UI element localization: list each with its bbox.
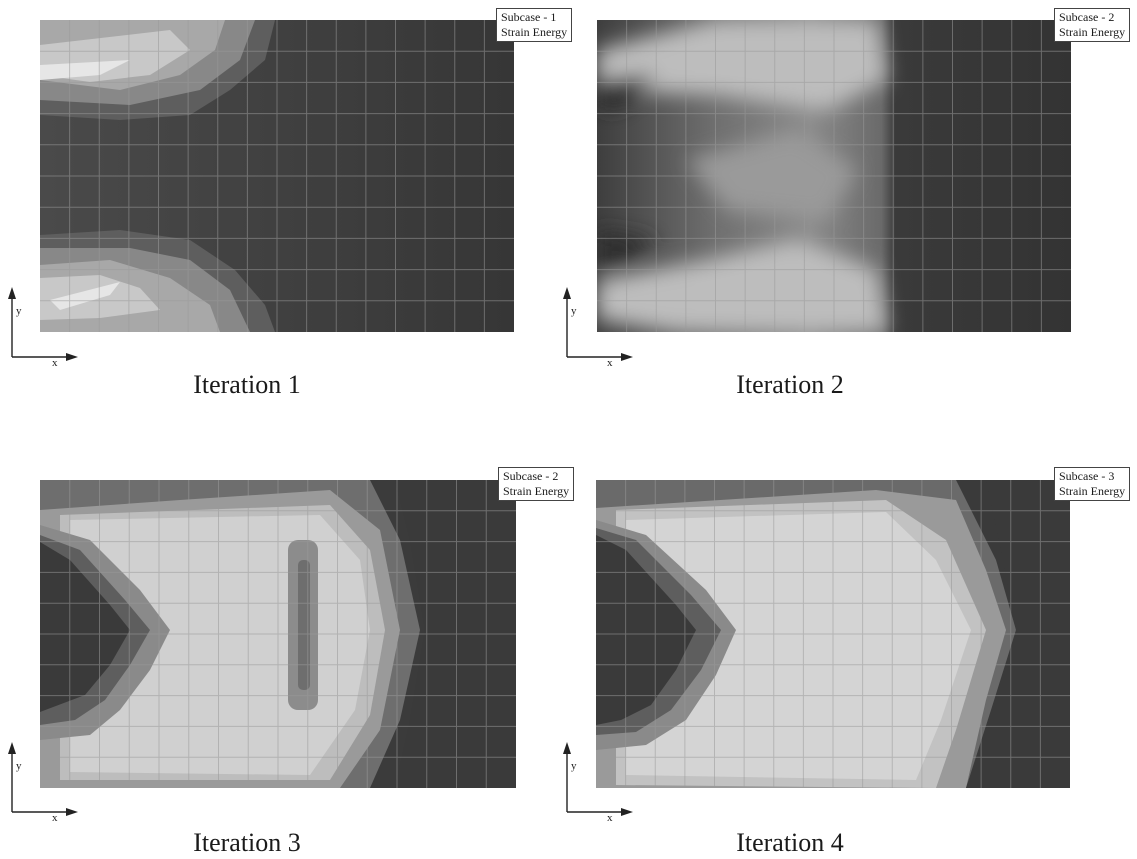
strain-energy-plot-1 <box>40 20 514 332</box>
strain-energy-plot-4 <box>596 480 1070 788</box>
axis-triad-2: y x <box>561 285 641 375</box>
y-axis-label: y <box>571 305 577 317</box>
axis-triad-1: y x <box>6 285 86 375</box>
legend-subcase: Subcase - 2 <box>1059 10 1115 24</box>
legend-quantity: Strain Energy <box>501 25 568 39</box>
contour-map-1 <box>40 20 514 332</box>
legend-subcase: Subcase - 2 <box>503 469 559 483</box>
x-axis-label: x <box>52 357 58 369</box>
caption-iteration-2: Iteration 2 <box>736 370 844 399</box>
y-axis-label: y <box>16 305 22 317</box>
axis-arrows-icon <box>563 742 633 816</box>
caption-iteration-4: Iteration 4 <box>736 828 844 857</box>
caption-iteration-3: Iteration 3 <box>193 828 301 857</box>
axis-arrows-icon <box>8 287 78 361</box>
legend-box-1: Subcase - 1 Strain Energy <box>496 8 573 42</box>
legend-box-2: Subcase - 2 Strain Energy <box>1054 8 1131 42</box>
legend-quantity: Strain Energy <box>1059 484 1126 498</box>
legend-quantity: Strain Energy <box>1059 25 1126 39</box>
strain-energy-plot-2 <box>597 20 1071 332</box>
legend-subcase: Subcase - 3 <box>1059 469 1115 483</box>
legend-box-4: Subcase - 3 Strain Energy <box>1054 467 1131 501</box>
y-axis-label: y <box>16 760 22 772</box>
contour-map-4 <box>596 480 1070 788</box>
caption-iteration-1: Iteration 1 <box>193 370 301 399</box>
x-axis-label: x <box>607 357 613 369</box>
x-axis-label: x <box>52 812 58 824</box>
legend-subcase: Subcase - 1 <box>501 10 557 24</box>
y-axis-label: y <box>571 760 577 772</box>
axis-triad-4: y x <box>561 740 641 830</box>
legend-quantity: Strain Energy <box>503 484 570 498</box>
legend-box-3: Subcase - 2 Strain Energy <box>498 467 575 501</box>
strain-energy-plot-3 <box>40 480 516 788</box>
contour-map-2 <box>597 20 1071 332</box>
contour-map-3 <box>40 480 516 788</box>
x-axis-label: x <box>607 812 613 824</box>
axis-arrows-icon <box>563 287 633 361</box>
axis-arrows-icon <box>8 742 78 816</box>
axis-triad-3: y x <box>6 740 86 830</box>
